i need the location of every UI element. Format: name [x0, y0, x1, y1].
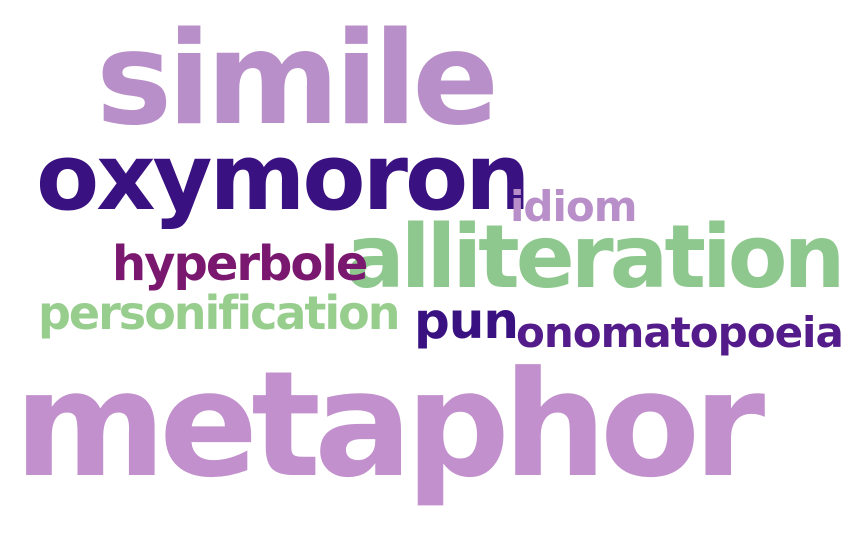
- word-simile: simile: [96, 5, 499, 154]
- word-pun: pun: [414, 292, 519, 350]
- word-oxymoron: oxymoron: [36, 124, 531, 231]
- word-hyperbole: hyperbole: [112, 236, 368, 292]
- word-onomatopoeia: onomatopoeia: [516, 308, 844, 357]
- word-alliteration: alliteration: [346, 206, 845, 308]
- word-personification: personification: [38, 286, 401, 340]
- word-metaphor: metaphor: [14, 340, 765, 510]
- word-idiom: idiom: [510, 182, 637, 231]
